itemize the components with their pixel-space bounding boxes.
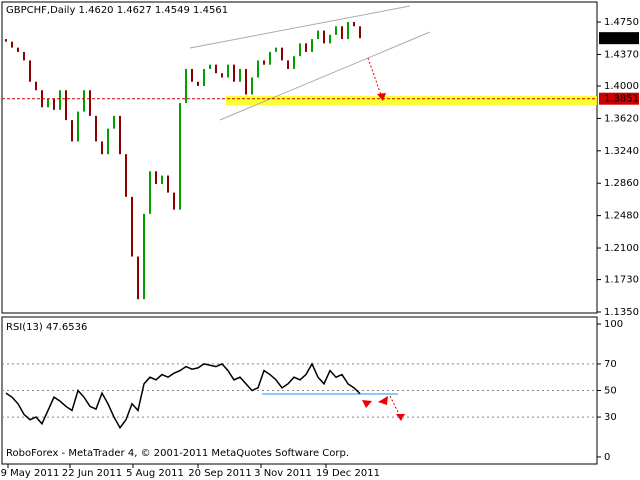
y-tick-label: 50 — [604, 386, 617, 397]
y-tick-label: 30 — [604, 412, 617, 423]
y-tick-label: 70 — [604, 359, 617, 370]
y-tick-label: 1.3620 — [604, 113, 639, 124]
level-label: 1.3851 — [604, 94, 639, 105]
y-tick-label: 1.2860 — [604, 178, 639, 189]
rsi-arrow — [389, 395, 400, 415]
watermark: RoboForex - MetaTrader 4, © 2001-2011 Me… — [6, 448, 349, 459]
y-tick-label: 1.4370 — [604, 49, 639, 60]
x-tick-label: 19 Dec 2011 — [316, 468, 380, 479]
y-tick-label: 1.1350 — [604, 307, 639, 318]
x-tick-label: 9 May 2011 — [1, 468, 60, 479]
chart-title: GBPCHF,Daily 1.4620 1.4627 1.4549 1.4561 — [6, 5, 228, 16]
rsi-title: RSI(13) 47.6536 — [6, 322, 87, 333]
y-tick-label: 1.2480 — [604, 211, 639, 222]
y-tick-label: 1.3240 — [604, 146, 639, 157]
rsi-arrow — [378, 396, 388, 405]
y-tick-label: 0 — [604, 452, 610, 463]
support-zone — [226, 96, 597, 105]
rsi-line — [5, 362, 361, 430]
x-tick-label: 20 Sep 2011 — [188, 468, 251, 479]
y-tick-label: 1.1730 — [604, 275, 639, 286]
x-tick-label: 22 Jun 2011 — [62, 468, 122, 479]
price-box — [599, 32, 639, 45]
y-tick-label: 1.2100 — [604, 243, 639, 254]
price-label: 1.4561 — [604, 33, 639, 44]
rsi-arrow — [396, 414, 405, 421]
y-tick-label: 100 — [604, 319, 623, 330]
x-tick-label: 5 Aug 2011 — [126, 468, 184, 479]
channel-upper — [189, 5, 411, 49]
forecast-arrow — [367, 57, 382, 96]
rsi-arrow — [362, 400, 372, 408]
y-tick-label: 1.4750 — [604, 17, 639, 28]
level-box — [599, 92, 639, 105]
x-tick-label: 3 Nov 2011 — [254, 468, 312, 479]
channel-lower — [219, 31, 431, 121]
y-tick-label: 1.4000 — [604, 81, 639, 92]
